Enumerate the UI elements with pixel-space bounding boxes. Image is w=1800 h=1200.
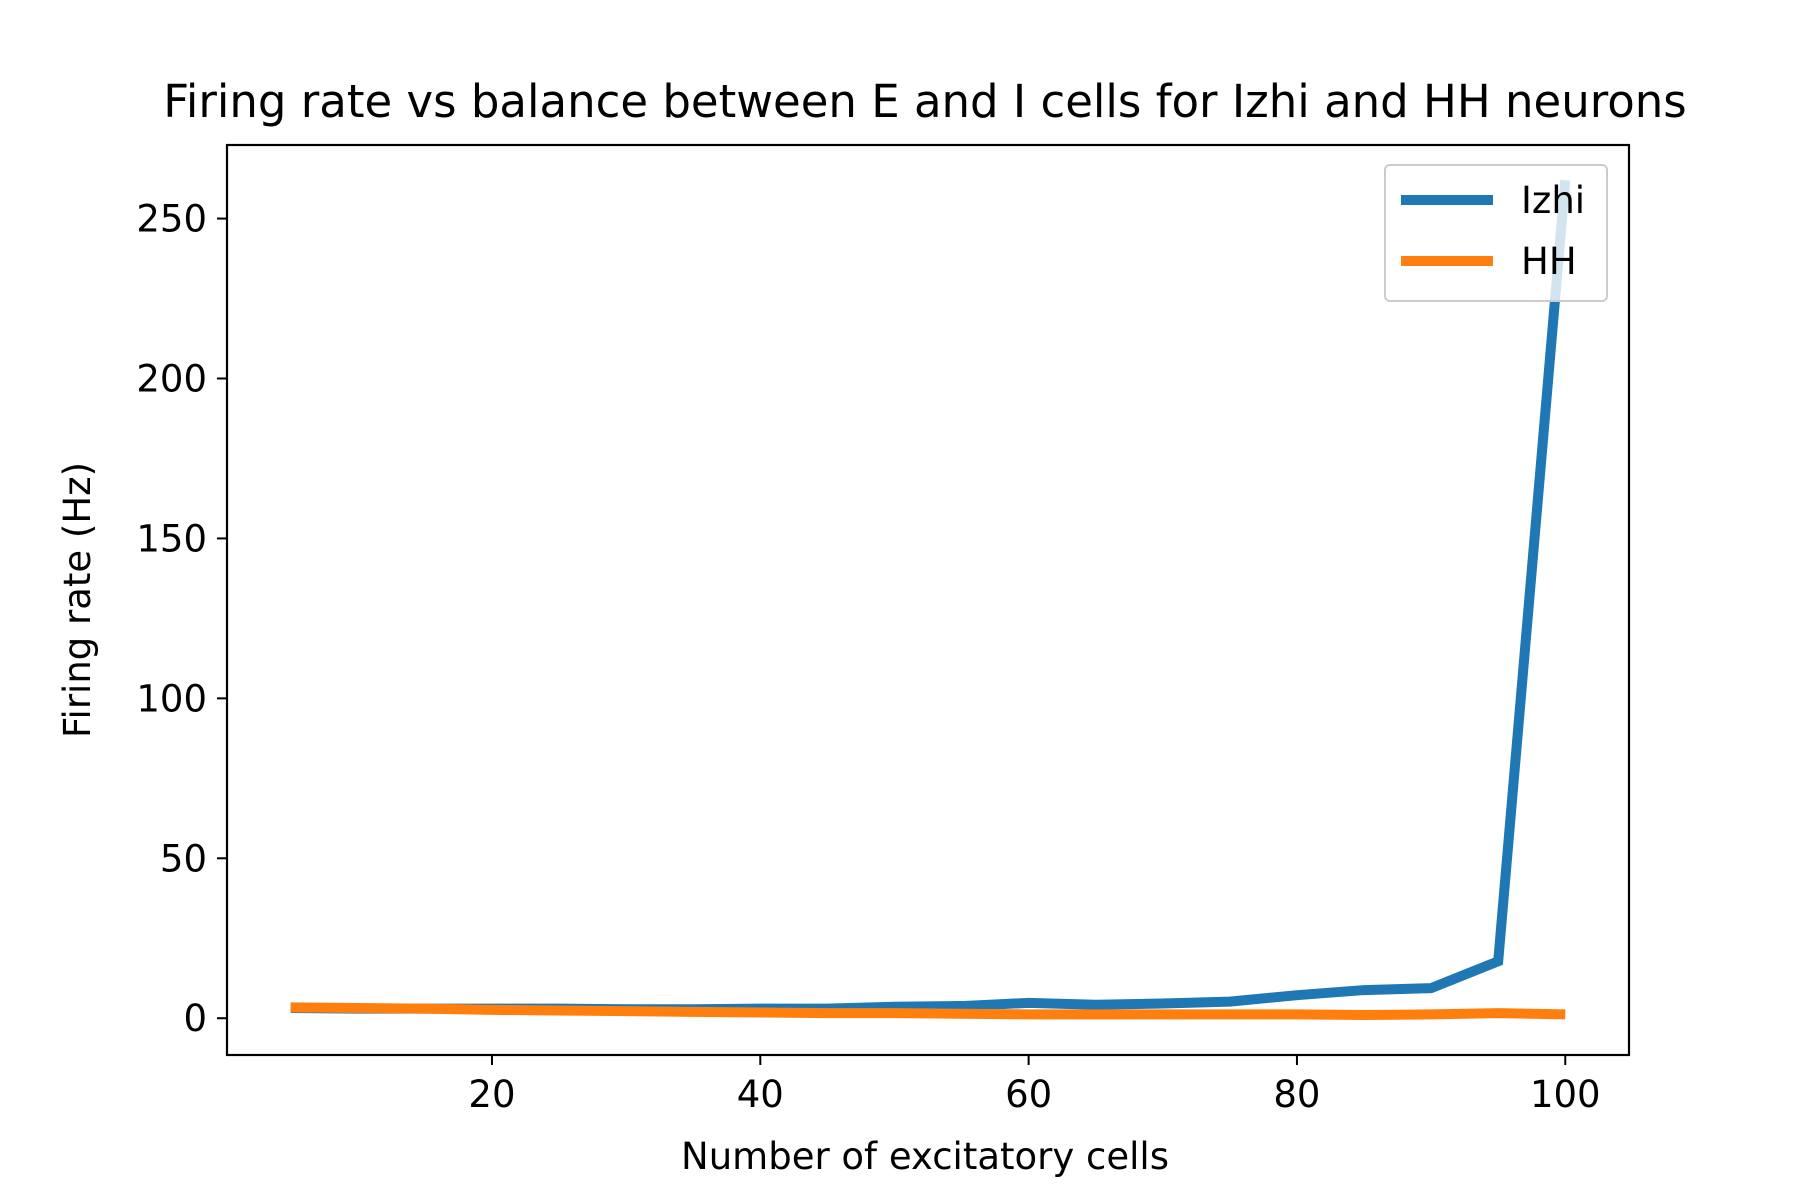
x-tick-label: 100	[1530, 1073, 1601, 1116]
y-tick-label: 200	[136, 357, 207, 400]
x-tick-label: 60	[1005, 1073, 1052, 1116]
y-tick-label: 0	[183, 997, 207, 1040]
legend-label-hh: HH	[1521, 240, 1577, 283]
x-tick-label: 80	[1273, 1073, 1320, 1116]
legend-label-izhi: Izhi	[1521, 179, 1585, 222]
y-tick-label: 150	[136, 517, 207, 560]
y-tick-label: 250	[136, 198, 207, 241]
series-line-izhi	[290, 179, 1571, 1015]
y-axis-title: Firing rate (Hz)	[56, 462, 99, 738]
x-axis-title: Number of excitatory cells	[681, 1135, 1169, 1178]
series-line-hh	[290, 1002, 1566, 1021]
x-tick-label: 40	[737, 1073, 784, 1116]
y-tick-label: 100	[136, 677, 207, 720]
x-tick-label: 20	[468, 1073, 515, 1116]
plot-frame	[225, 143, 1631, 1057]
y-tick-label: 50	[160, 837, 207, 880]
chart-title: Firing rate vs balance between E and I c…	[163, 75, 1687, 128]
